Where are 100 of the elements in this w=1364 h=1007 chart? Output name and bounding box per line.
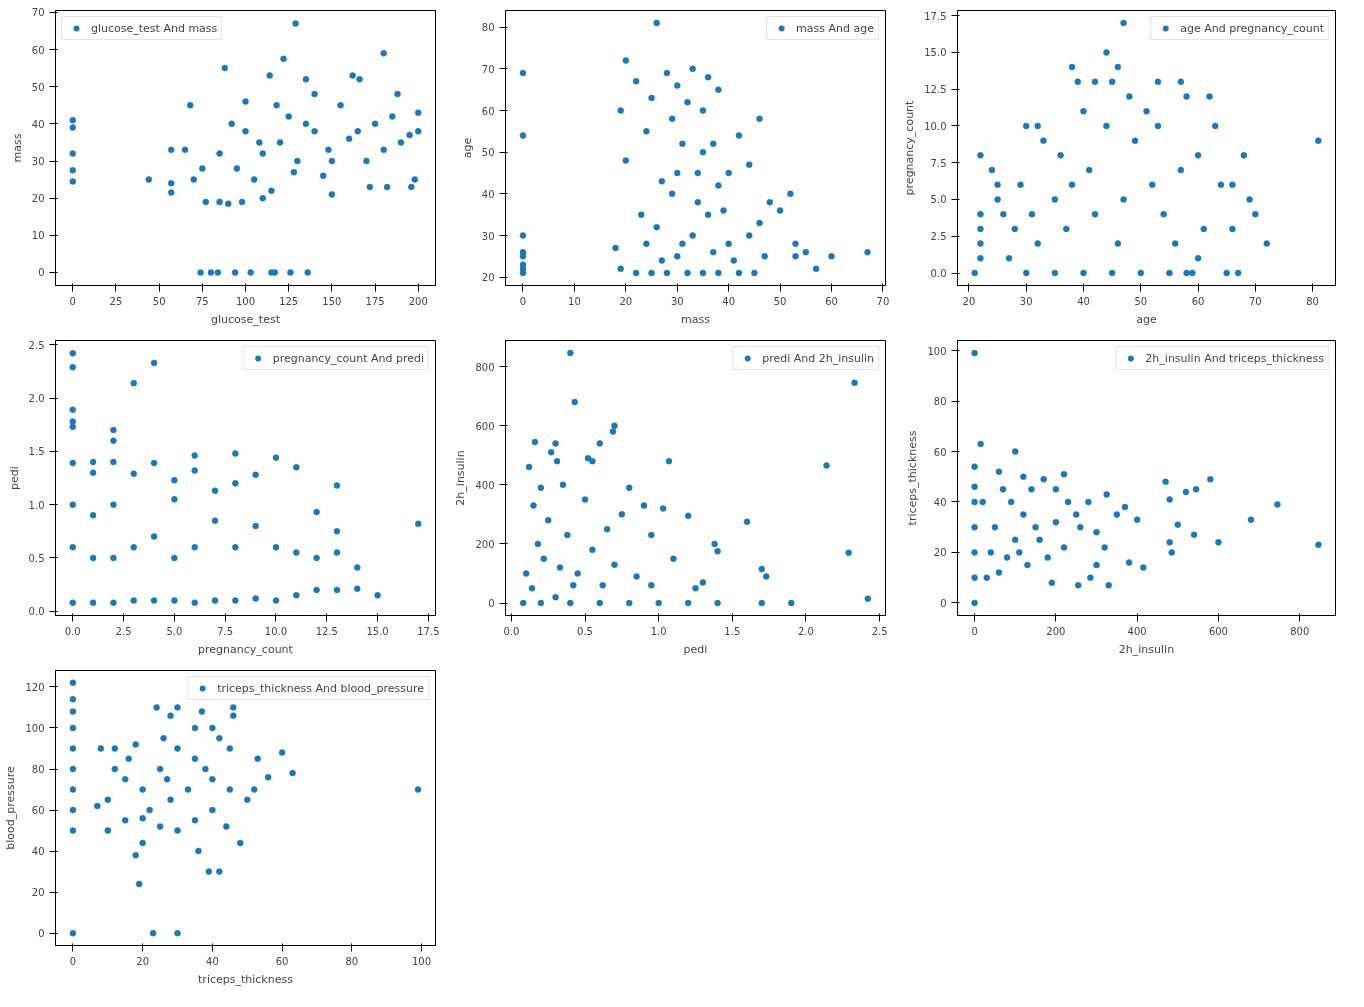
x-tick-label: 10: [568, 295, 581, 307]
y-tick-label: 10.0: [924, 120, 947, 132]
y-tick-label: 80: [481, 22, 495, 34]
x-tick-label: 25: [109, 295, 123, 307]
y-tick-label: 60: [31, 44, 45, 56]
x-tick-label: 5.0: [166, 625, 183, 637]
y-tick-label: 10: [31, 230, 45, 242]
y-tick-label: 600: [475, 420, 495, 432]
y-tick-label: 800: [475, 361, 495, 373]
legend-label: age And pregnancy_count: [1180, 21, 1324, 35]
x-tick-label: 80: [1306, 295, 1319, 307]
y-tick-label: 15.0: [924, 47, 947, 59]
y-tick-label: 70: [31, 7, 45, 19]
x-tick-label: 50: [773, 295, 787, 307]
x-tick-label: 20: [619, 295, 633, 307]
y-tick-label: 80: [31, 764, 45, 776]
x-tick-label: 17.5: [417, 625, 440, 637]
x-tick-label: 10.0: [264, 625, 288, 637]
x-tick-label: 2.5: [871, 625, 888, 637]
x-tick-label: 30: [1019, 295, 1033, 307]
x-tick-label: 0: [971, 625, 978, 637]
x-axis-title: glucose_test: [211, 312, 281, 326]
y-tick-label: 12.5: [924, 84, 947, 96]
y-tick-label: 17.5: [924, 10, 947, 22]
y-tick-label: 0: [940, 597, 947, 609]
y-tick-label: 80: [933, 396, 947, 408]
x-tick-label: 100: [412, 955, 432, 967]
y-tick-label: 2.5: [28, 339, 45, 351]
x-tick-label: 12.5: [315, 625, 338, 637]
x-tick-label: 0: [69, 295, 76, 307]
x-tick-label: 75: [195, 295, 209, 307]
y-axis-title: blood_pressure: [4, 766, 18, 850]
x-tick-label: 30: [670, 295, 684, 307]
y-tick-label: 60: [933, 446, 947, 458]
x-axis-title: pedi: [683, 642, 708, 656]
x-tick-label: 400: [1127, 625, 1147, 637]
x-tick-label: 175: [365, 295, 385, 307]
legend-label: glucose_test And mass: [91, 21, 218, 35]
x-tick-label: 70: [1248, 295, 1262, 307]
y-tick-label: 1.5: [28, 446, 45, 458]
y-tick-label: 50: [481, 147, 495, 159]
y-tick-label: 40: [481, 188, 495, 200]
legend-label: mass And age: [796, 21, 874, 35]
y-tick-label: 40: [933, 496, 947, 508]
legend-label: triceps_thickness And blood_pressure: [217, 681, 424, 695]
y-tick-label: 1.0: [28, 499, 45, 511]
x-tick-label: 50: [1134, 295, 1148, 307]
x-tick-label: 200: [408, 295, 428, 307]
y-axis-title: triceps_thickness: [906, 430, 920, 526]
x-tick-label: 0.5: [577, 625, 593, 637]
legend-label: pregnancy_count And predi: [272, 351, 424, 365]
x-tick-label: 50: [152, 295, 166, 307]
y-tick-label: 30: [31, 156, 45, 168]
x-axis-title: triceps_thickness: [198, 972, 294, 986]
x-tick-label: 60: [825, 295, 838, 307]
x-tick-label: 1.5: [724, 625, 741, 637]
y-tick-label: 40: [31, 118, 45, 130]
x-tick-label: 100: [235, 295, 256, 307]
y-tick-label: 5.0: [930, 194, 947, 206]
y-tick-label: 7.5: [930, 157, 947, 169]
x-tick-label: 125: [279, 295, 299, 307]
y-tick-label: 2.0: [28, 393, 45, 405]
y-tick-label: 20: [31, 193, 45, 205]
y-tick-label: 100: [25, 722, 45, 734]
y-axis-title: pedi: [7, 466, 21, 490]
x-tick-label: 60: [275, 955, 289, 967]
y-tick-label: 70: [481, 63, 495, 75]
y-tick-label: 100: [927, 345, 947, 357]
y-tick-label: 0: [488, 598, 495, 610]
x-tick-label: 200: [1046, 625, 1066, 637]
x-tick-label: 600: [1208, 625, 1228, 637]
y-axis-title: 2h_insulin: [454, 450, 468, 506]
x-axis-title: mass: [681, 312, 711, 326]
y-tick-label: 2.5: [930, 231, 947, 243]
x-axis-title: pregnancy_count: [198, 642, 294, 656]
x-tick-label: 40: [206, 955, 219, 967]
x-tick-label: 40: [1077, 295, 1090, 307]
x-tick-label: 0.0: [503, 625, 520, 637]
x-tick-label: 70: [876, 295, 890, 307]
x-axis-title: 2h_insulin: [1118, 642, 1175, 656]
y-tick-label: 30: [481, 230, 495, 242]
y-axis-title: pregnancy_count: [903, 99, 917, 196]
x-tick-label: 7.5: [217, 625, 234, 637]
x-tick-label: 0: [69, 955, 77, 967]
y-axis-title: age: [460, 137, 474, 159]
x-tick-label: 15.0: [366, 625, 389, 637]
y-tick-label: 120: [25, 681, 45, 693]
y-tick-label: 40: [31, 846, 45, 858]
legend-label: 2h_insulin And triceps_thickness: [1145, 351, 1324, 365]
y-tick-label: 0.5: [28, 552, 45, 564]
y-tick-label: 0: [38, 928, 45, 940]
y-tick-label: 400: [475, 479, 495, 491]
x-tick-label: 800: [1290, 625, 1310, 637]
y-tick-label: 0: [38, 267, 45, 279]
x-tick-label: 2.5: [115, 625, 132, 637]
y-axis-title: mass: [10, 133, 24, 163]
x-tick-label: 40: [722, 295, 736, 307]
legend-label: predi And 2h_insulin: [762, 351, 874, 365]
x-tick-label: 60: [1191, 295, 1205, 307]
y-tick-label: 20: [31, 887, 45, 899]
